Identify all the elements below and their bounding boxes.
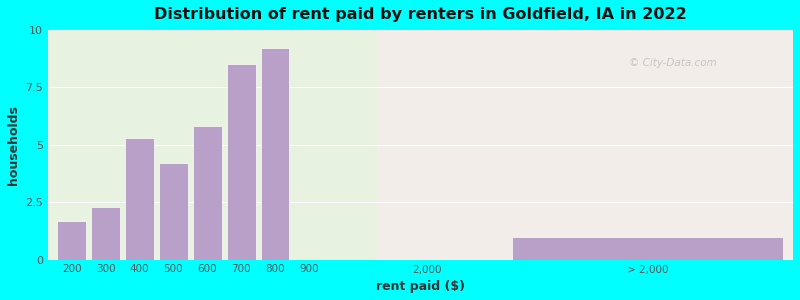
Bar	[226, 64, 255, 260]
Bar	[125, 138, 154, 260]
Bar	[58, 220, 86, 260]
Bar	[159, 163, 188, 260]
Bar	[512, 237, 783, 260]
Bar	[48, 30, 377, 260]
Title: Distribution of rent paid by renters in Goldfield, IA in 2022: Distribution of rent paid by renters in …	[154, 7, 687, 22]
X-axis label: rent paid ($): rent paid ($)	[376, 280, 465, 293]
Bar	[193, 127, 222, 260]
Text: © City-Data.com: © City-Data.com	[629, 58, 717, 68]
Bar	[377, 30, 800, 260]
Y-axis label: households: households	[7, 105, 20, 185]
Bar	[91, 207, 120, 260]
Bar	[261, 48, 290, 260]
